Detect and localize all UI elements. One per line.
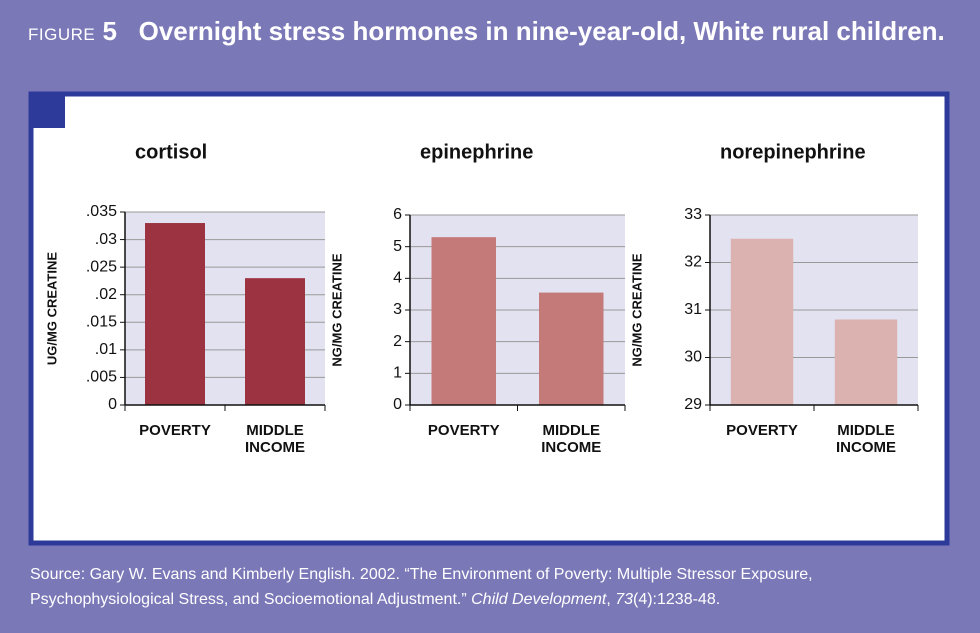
y-axis-label: NG/MG CREATINE [629, 253, 644, 366]
y-tick-label: .025 [86, 258, 117, 275]
x-tick-label: POVERTY [427, 422, 500, 439]
y-tick-label: 0 [108, 396, 117, 413]
panel-corner [29, 92, 65, 128]
bar [431, 237, 496, 405]
bar [539, 292, 604, 405]
y-tick-label: 5 [393, 238, 402, 255]
y-tick-label: 3 [393, 301, 402, 318]
y-tick-label: 30 [684, 349, 702, 366]
y-tick-label: 2 [393, 333, 402, 350]
figure-label: FIGURE [28, 25, 96, 44]
source: Source: Gary W. Evans and Kimberly Engli… [30, 562, 960, 612]
y-axis-label: UG/MG CREATINE [44, 252, 59, 365]
y-tick-label: 4 [393, 270, 402, 287]
chart-title: cortisol [135, 141, 207, 163]
x-tick-label: POVERTY [726, 422, 798, 439]
y-tick-label: 33 [684, 206, 702, 223]
y-tick-label: .01 [95, 341, 117, 358]
y-tick-label: 32 [684, 254, 702, 271]
y-tick-label: 6 [393, 206, 402, 223]
x-tick-label: MIDDLE INCOME [836, 422, 896, 456]
figure-number: 5 [102, 16, 117, 46]
source-journal: Child Development [471, 591, 607, 608]
chart-title: epinephrine [420, 141, 533, 163]
y-tick-label: 0 [393, 396, 402, 413]
source-volume: 73 [615, 591, 633, 608]
y-tick-label: .035 [86, 203, 117, 220]
x-tick-label: MIDDLE INCOME [541, 422, 602, 456]
y-tick-label: 29 [684, 396, 702, 413]
bar [730, 238, 794, 405]
y-tick-label: .005 [86, 369, 117, 386]
x-tick-label: MIDDLE INCOME [245, 422, 305, 456]
y-tick-label: .02 [95, 286, 117, 303]
x-tick-label: POVERTY [139, 422, 211, 439]
bar [145, 223, 205, 405]
figure-header: FIGURE 5 Overnight stress hormones in ni… [28, 16, 945, 47]
charts: cortisol UG/MG CREATINE 0 .005 .01 .015 .02 .02… [28, 91, 950, 546]
source-text: (4):1238-48. [633, 591, 721, 608]
source-text: Source: Gary W. Evans and Kimberly Engli… [30, 566, 813, 608]
y-tick-label: 31 [684, 301, 702, 318]
y-tick-label: .015 [86, 314, 117, 331]
bar [834, 319, 898, 405]
y-tick-label: 1 [393, 365, 402, 382]
bar [245, 278, 305, 405]
figure-title: Overnight stress hormones in nine-year-o… [138, 16, 945, 46]
y-tick-label: .03 [95, 231, 117, 248]
y-axis-label: NG/MG CREATINE [329, 253, 344, 366]
source-text: , [606, 591, 616, 608]
chart-title: norepinephrine [720, 141, 866, 163]
